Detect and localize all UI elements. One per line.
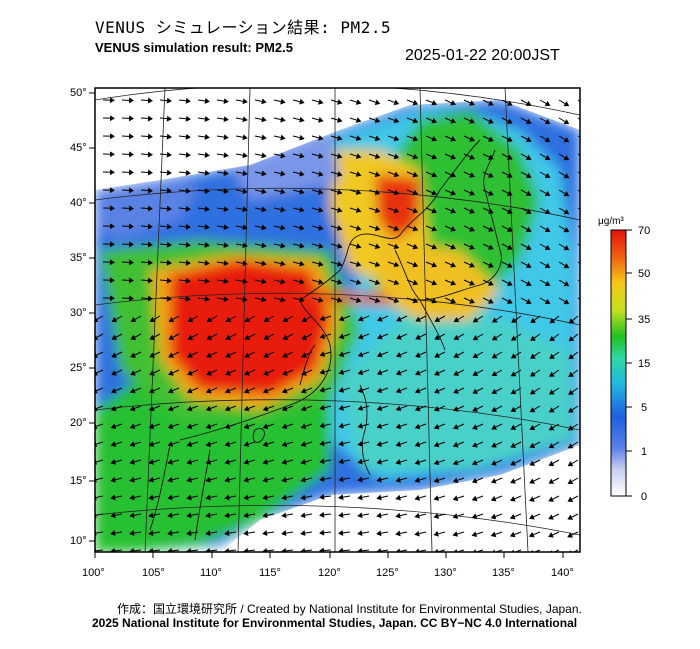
- lat-tick-label: 15°: [70, 475, 87, 487]
- title-japanese: VENUS シミュレーション結果: PM2.5: [95, 18, 392, 37]
- lon-tick-label: 100°: [82, 567, 105, 579]
- colorbar-tick: 1: [641, 446, 647, 458]
- lon-tick-label: 140°: [551, 567, 574, 579]
- lat-tick-label: 10°: [70, 535, 87, 547]
- pm25-map: 50° 45° 40° 35° 30° 25° 20° 15° 10° 100°…: [70, 87, 650, 579]
- lon-tick-label: 130°: [434, 567, 457, 579]
- colorbar-tick: 15: [638, 358, 650, 370]
- colorbar: [610, 229, 627, 497]
- lat-tick-label: 30°: [70, 307, 87, 319]
- colorbar-tick: 5: [641, 402, 647, 414]
- colorbar-tick: 0: [641, 491, 647, 503]
- lat-tick-label: 25°: [70, 362, 87, 374]
- lon-tick-label: 120°: [318, 567, 341, 579]
- colorbar-tick: 70: [638, 225, 650, 237]
- map-frame: [94, 87, 581, 553]
- lon-tick-label: 125°: [376, 567, 399, 579]
- wind-vectors: [95, 97, 580, 552]
- colorbar-unit: μg/m³: [598, 216, 624, 227]
- lon-tick-label: 105°: [142, 567, 165, 579]
- title-english: VENUS simulation result: PM2.5: [95, 40, 293, 55]
- coastlines: [149, 139, 502, 541]
- lat-tick-label: 45°: [70, 142, 87, 154]
- timestamp: 2025-01-22 20:00JST: [405, 47, 560, 64]
- lat-tick-label: 40°: [70, 197, 87, 209]
- lat-tick-label: 50°: [70, 87, 87, 99]
- credit-line: 作成：国立環境研究所 / Created by National Institu…: [117, 602, 582, 616]
- lon-tick-label: 110°: [200, 567, 222, 579]
- lon-tick-label: 115°: [259, 567, 281, 579]
- colorbar-tick: 50: [638, 268, 650, 280]
- colorbar-tick: 35: [638, 314, 650, 326]
- lat-tick-label: 35°: [70, 252, 87, 264]
- lat-tick-label: 20°: [70, 417, 87, 429]
- lon-tick-label: 135°: [492, 567, 515, 579]
- copyright-line: 2025 National Institute for Environmenta…: [92, 616, 578, 630]
- graticule: [95, 88, 580, 552]
